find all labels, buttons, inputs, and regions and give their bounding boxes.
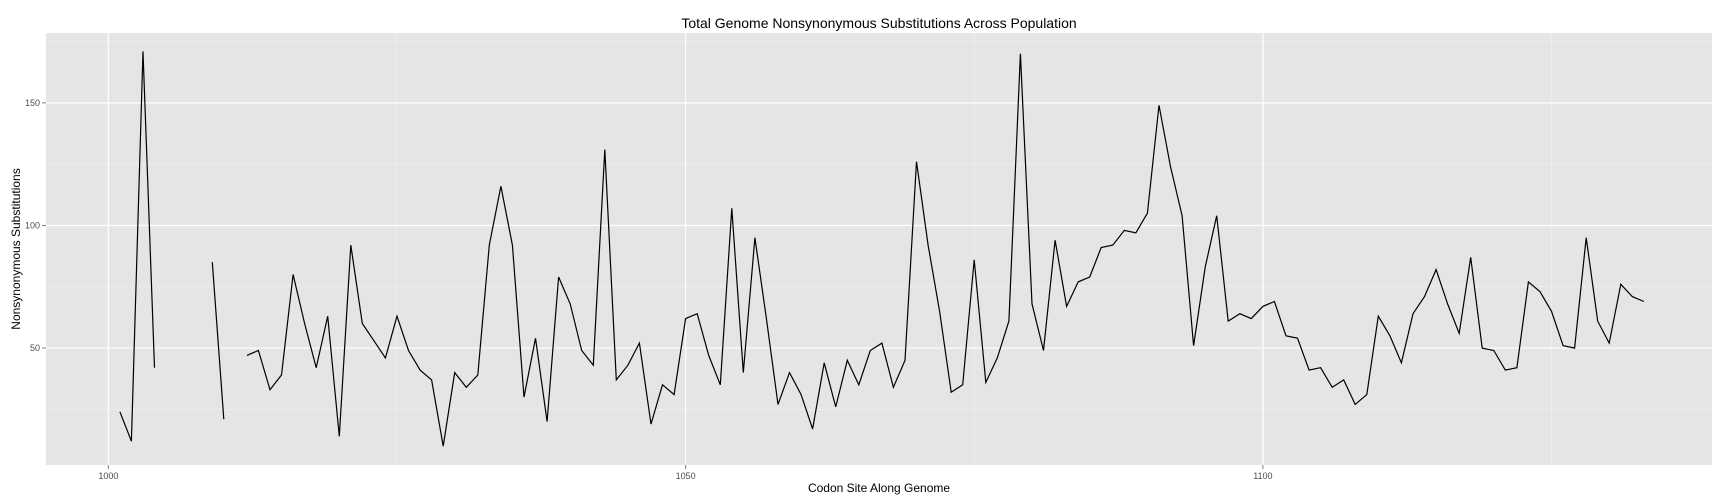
major-gridlines [46,33,1712,465]
series-line-segment [119,51,156,442]
minor-gridlines [46,33,1712,465]
x-tick-label: 1100 [1253,471,1272,481]
y-tick-label: 50 [30,343,40,353]
series-line-segment [211,262,225,420]
x-axis-label: Codon Site Along Genome [808,481,950,495]
x-tick-label: 1000 [98,471,118,481]
y-tick-label: 150 [25,98,40,108]
y-tick-label: 100 [25,220,40,230]
series-line-segment [246,53,1645,447]
data-lines [119,51,1645,447]
y-axis-label: Nonsynonymous Substitutions [9,168,23,329]
x-tick-label: 1050 [676,471,696,481]
x-axis-ticks: 1000 1050 1100 [98,465,1273,481]
y-axis-ticks: 50 100 150 [25,98,46,353]
plot-panel [46,33,1712,465]
chart-title: Total Genome Nonsynonymous Substitutions… [681,15,1076,31]
